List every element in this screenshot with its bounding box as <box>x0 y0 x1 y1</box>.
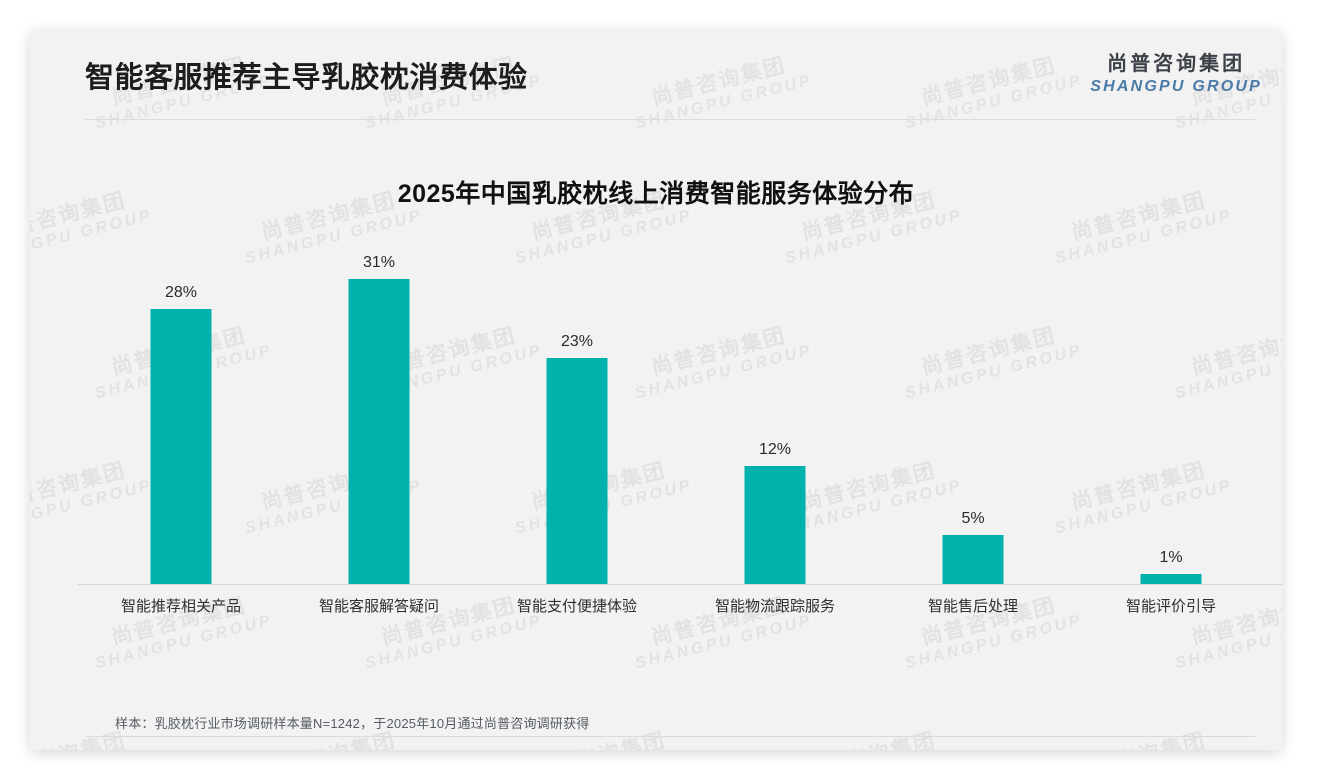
footer-divider <box>85 736 1255 737</box>
page-title: 智能客服推荐主导乳胶枕消费体验 <box>85 62 528 94</box>
bar-group: 1% <box>1072 240 1270 584</box>
x-axis-label: 智能支付便捷体验 <box>516 598 637 615</box>
slide-footer: ©2025.12 SHANGPU GROUP www.shangpu-china… <box>30 736 1282 750</box>
bar-value-label: 1% <box>1159 549 1183 566</box>
brand-name-cn: 尚普咨询集团 <box>1107 53 1246 75</box>
bar[interactable] <box>348 279 410 584</box>
x-axis-label: 智能客服解答疑问 <box>318 598 439 615</box>
x-axis-line <box>78 584 1282 585</box>
bar[interactable] <box>942 535 1004 584</box>
bar-value-label: 5% <box>961 510 985 527</box>
bar-value-label: 28% <box>164 284 198 301</box>
bar-group: 23% <box>478 240 676 584</box>
bar-chart-plot: 28% 31% 23% 12% 5% 1% <box>78 240 1282 585</box>
bar-value-label: 23% <box>560 333 594 350</box>
brand-logo: 尚普咨询集团 SHANGPU GROUP <box>1090 52 1262 97</box>
bar-group: 31% <box>280 240 478 584</box>
header-divider <box>85 119 1255 120</box>
bar[interactable] <box>150 309 212 584</box>
x-axis-label: 智能物流跟踪服务 <box>714 598 835 615</box>
chart-title: 2025年中国乳胶枕线上消费智能服务体验分布 <box>397 180 915 208</box>
slide-header: 智能客服推荐主导乳胶枕消费体验 尚普咨询集团 SHANGPU GROUP <box>30 30 1282 118</box>
bar-group: 5% <box>874 240 1072 584</box>
x-axis-label: 智能评价引导 <box>1125 598 1216 615</box>
bar-value-label: 12% <box>758 441 792 458</box>
bar[interactable] <box>744 466 806 584</box>
slide-card: 尚普咨询集团 SHANGPU GROUP 尚普咨询集团 SHANGPU GROUP 尚普… <box>30 30 1282 750</box>
x-axis-label: 智能售后处理 <box>927 598 1018 615</box>
bar[interactable] <box>546 358 608 584</box>
x-axis-label: 智能推荐相关产品 <box>120 598 241 615</box>
brand-name-en: SHANGPU GROUP <box>1090 78 1262 95</box>
bar-group: 12% <box>676 240 874 584</box>
bar[interactable] <box>1140 574 1202 584</box>
bar-group: 28% <box>82 240 280 584</box>
bar-value-label: 31% <box>362 254 396 271</box>
sample-note: 样本：乳胶枕行业市场调研样本量N=1242，于2025年10月通过尚普咨询调研获… <box>115 716 590 731</box>
x-axis-labels: 智能推荐相关产品 智能客服解答疑问 智能支付便捷体验 智能物流跟踪服务 智能售后处理 智能… <box>78 595 1282 619</box>
